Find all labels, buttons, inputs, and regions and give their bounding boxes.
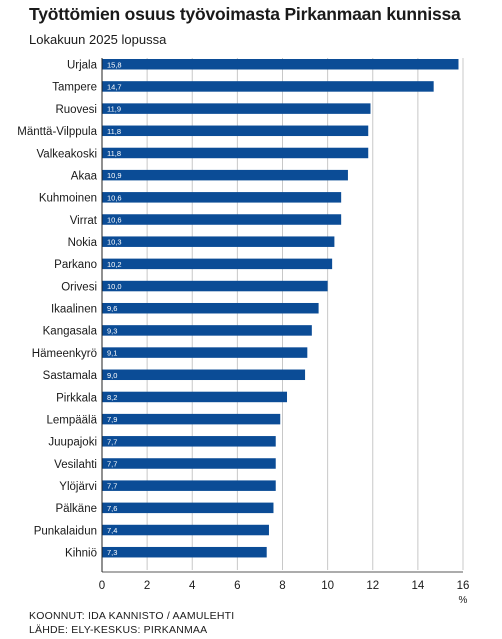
bar	[102, 458, 276, 469]
value-label: 10,3	[107, 238, 122, 247]
value-label: 11,8	[107, 149, 121, 158]
chart-subtitle: Lokakuun 2025 lopussa	[29, 32, 167, 47]
x-tick-label: 10	[321, 580, 334, 592]
value-label: 10,6	[107, 216, 122, 225]
bar	[102, 524, 269, 536]
value-label: 7,9	[107, 415, 117, 424]
bar	[102, 169, 348, 181]
bar	[102, 502, 274, 514]
value-label: 11,9	[107, 105, 121, 114]
value-label: 7,7	[107, 437, 117, 446]
bar	[102, 280, 328, 292]
value-label: 10,9	[107, 171, 122, 180]
bar	[102, 347, 308, 358]
x-tick-label: 2	[144, 580, 150, 592]
category-label: Kihniö	[65, 548, 97, 560]
value-label: 14,7	[107, 82, 122, 91]
value-label: 9,1	[107, 349, 117, 358]
bar	[102, 325, 312, 336]
category-label: Nokia	[68, 237, 98, 249]
category-label: Valkeakoski	[36, 148, 97, 160]
category-label: Juupajoki	[48, 437, 97, 449]
value-label: 8,2	[107, 393, 117, 402]
bar	[102, 391, 288, 403]
value-label: 9,0	[107, 371, 117, 380]
bar	[102, 258, 333, 270]
category-label: Tampere	[52, 82, 97, 94]
value-label: 15,8	[107, 60, 122, 69]
x-tick-label: 12	[366, 580, 379, 592]
value-label: 7,3	[107, 548, 117, 557]
value-label: 10,0	[107, 282, 122, 291]
bar	[102, 413, 281, 425]
category-label: Sastamala	[43, 370, 98, 382]
category-label: Hämeenkyrö	[32, 348, 97, 360]
bar	[102, 369, 306, 381]
value-label: 7,6	[107, 504, 117, 513]
value-label: 7,7	[107, 459, 117, 468]
x-tick-label: 6	[234, 580, 240, 592]
chart-title: Työttömien osuus työvoimasta Pirkanmaan …	[29, 4, 461, 24]
value-label: 11,8	[107, 127, 121, 136]
category-label: Lempäälä	[46, 414, 97, 426]
value-label: 7,4	[107, 526, 117, 535]
category-label: Parkano	[54, 259, 97, 271]
credits-compiled-by: KOONNUT: IDA KANNISTO / AAMULEHTI	[29, 610, 235, 622]
category-label: Ruovesi	[55, 104, 97, 116]
category-label: Virrat	[70, 215, 98, 227]
bar	[102, 480, 276, 491]
x-tick-label: 16	[457, 580, 470, 592]
bar	[102, 302, 319, 314]
value-label: 9,6	[107, 304, 117, 313]
bar	[102, 103, 371, 114]
x-tick-label: 0	[99, 580, 105, 592]
category-label: Vesilahti	[54, 459, 97, 471]
bar-chart: Urjala 15,8 Tampere 14,7 Ruovesi 11,9 Mänttä-V…	[17, 58, 470, 606]
bar	[102, 59, 459, 70]
category-label: Urjala	[67, 60, 98, 72]
value-label: 10,2	[107, 260, 122, 269]
bar	[102, 81, 434, 92]
value-label: 7,7	[107, 482, 117, 491]
category-label: Kuhmoinen	[39, 193, 97, 205]
category-label: Kangasala	[43, 326, 98, 338]
x-tick-label: 14	[411, 580, 424, 592]
category-label: Orivesi	[61, 281, 97, 293]
category-label: Ylöjärvi	[59, 481, 97, 493]
bar	[102, 236, 335, 247]
category-label: Mänttä-Vilppula	[17, 126, 97, 138]
bar	[102, 436, 276, 447]
credits-source: LÄHDE: ELY-KESKUS: PIRKANMAA	[29, 624, 208, 636]
category-label: Punkalaidun	[34, 525, 97, 537]
x-axis-unit-label: %	[459, 595, 468, 606]
category-label: Pälkäne	[55, 503, 97, 515]
bar	[102, 214, 342, 225]
value-label: 9,3	[107, 326, 117, 335]
x-tick-label: 4	[189, 580, 196, 592]
category-label: Pirkkala	[56, 392, 98, 404]
bar	[102, 147, 369, 159]
bar	[102, 125, 369, 137]
category-label: Akaa	[71, 170, 98, 182]
value-label: 10,6	[107, 193, 122, 202]
x-tick-label: 8	[279, 580, 285, 592]
bar	[102, 546, 267, 558]
category-label: Ikaalinen	[51, 304, 97, 316]
bar	[102, 192, 342, 203]
